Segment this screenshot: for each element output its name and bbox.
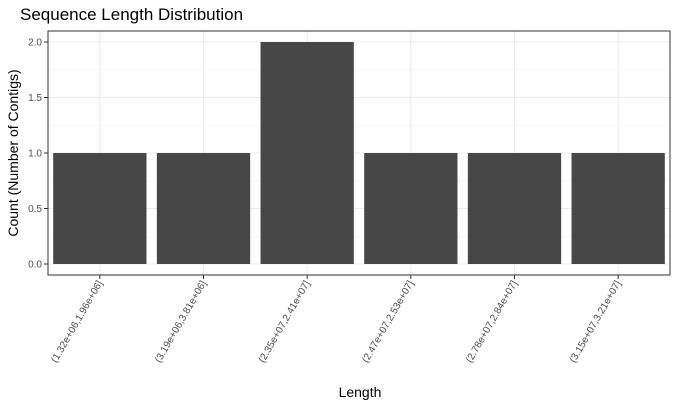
- chart-title: Sequence Length Distribution: [20, 5, 243, 24]
- y-tick-label: 1.5: [28, 93, 42, 104]
- y-tick-label: 1.0: [28, 149, 42, 160]
- x-tick-label: (3.19e+06,3.81e+06]: [153, 279, 209, 365]
- x-tick-label: (2.35e+07,2.41e+07]: [257, 279, 313, 365]
- y-tick-label: 0.0: [28, 260, 42, 271]
- y-tick-label: 0.5: [28, 204, 42, 215]
- bar: [156, 153, 251, 264]
- x-tick-label: (3.15e+07,3.21e+07]: [568, 279, 624, 365]
- x-tick-label: (1.32e+06,1.96e+06]: [49, 279, 105, 365]
- bars: [53, 42, 665, 264]
- y-tick-label: 2.0: [28, 38, 42, 49]
- bar: [260, 42, 354, 264]
- x-tick-label: (2.78e+07,2.84e+07]: [464, 279, 520, 365]
- x-tick-label: (2.47e+07,2.53e+07]: [360, 279, 416, 365]
- y-axis: 0.0 0.5 1.0 1.5 2.0: [28, 38, 48, 271]
- bar: [571, 153, 665, 264]
- x-axis: (1.32e+06,1.96e+06] (3.19e+06,3.81e+06] (2…: [49, 275, 624, 365]
- bar: [53, 153, 147, 264]
- bar: [364, 153, 458, 264]
- x-axis-title: Length: [339, 384, 382, 400]
- bar: [467, 153, 562, 264]
- y-axis-title: Count (Number of Contigs): [5, 69, 21, 236]
